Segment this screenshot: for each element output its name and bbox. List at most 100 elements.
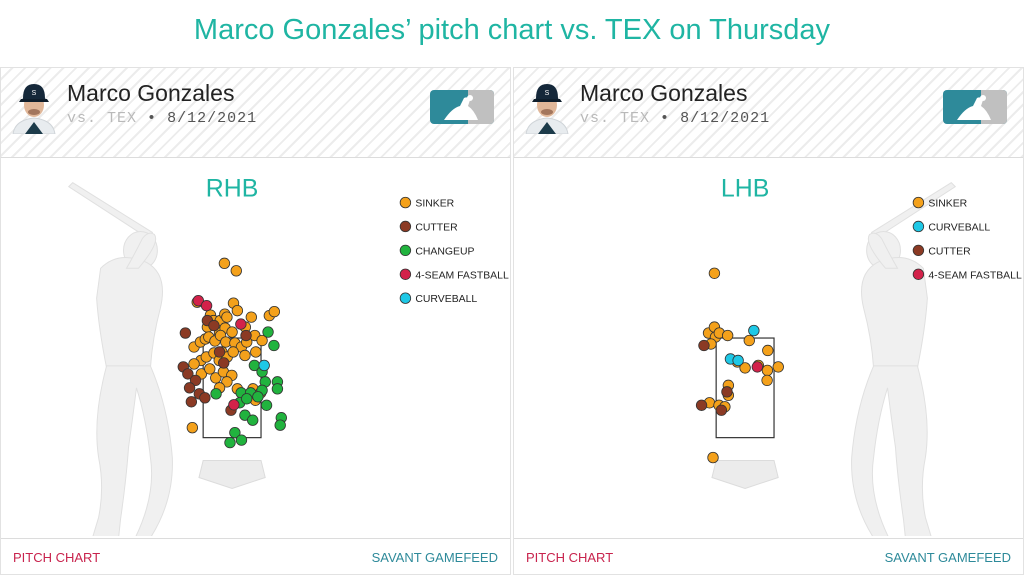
pitch-point <box>751 361 764 373</box>
legend-swatch <box>399 292 412 304</box>
mlb-logo-icon <box>943 90 1007 124</box>
pitch-point <box>192 295 205 307</box>
pitch-point <box>210 388 222 400</box>
pitch-point <box>186 422 199 434</box>
legend-label: SINKER <box>928 199 967 210</box>
mlb-logo-icon <box>430 90 494 124</box>
pitch-point <box>199 392 211 404</box>
pitch-point <box>240 329 252 342</box>
legend-label: CUTTER <box>415 222 458 233</box>
pitch-point <box>762 344 774 357</box>
pitch-point <box>231 304 244 317</box>
pitch-point <box>218 257 231 270</box>
pitch-point <box>228 399 240 411</box>
pitch-point <box>230 265 242 277</box>
panel-footer: PITCH CHART SAVANT GAMEFEED <box>514 538 1023 574</box>
pitch-point <box>721 386 733 398</box>
home-plate <box>198 460 266 489</box>
pitch-point <box>268 305 281 318</box>
legend-label: CURVEBALL <box>928 222 990 233</box>
player-headshot: S <box>12 84 56 134</box>
game-date: 8/12/2021 <box>167 110 258 127</box>
separator: • <box>660 110 671 127</box>
legend-label: 4-SEAM FASTBALL <box>928 270 1022 281</box>
pitch-point <box>748 324 760 337</box>
batter-silhouette <box>67 182 173 536</box>
pitch-point <box>268 339 280 352</box>
pitch-point <box>732 354 744 367</box>
pitch-point <box>204 363 216 375</box>
pitch-point <box>213 346 226 358</box>
savant-gamefeed-link[interactable]: SAVANT GAMEFEED <box>371 550 498 565</box>
svg-text:S: S <box>545 90 550 97</box>
legend-swatch <box>912 196 925 209</box>
pitch-point <box>235 318 247 330</box>
pitch-point <box>260 399 273 411</box>
legend-swatch <box>399 196 412 209</box>
legend-label: CURVEBALL <box>415 294 477 305</box>
game-info: vs. TEX • 8/12/2021 <box>67 110 257 127</box>
panel-header: S Marco Gonzales vs. TEX • 8/12/2021 <box>1 68 510 158</box>
legend-swatch <box>912 220 925 233</box>
pitch-point <box>200 299 213 312</box>
game-info: vs. TEX • 8/12/2021 <box>580 110 770 127</box>
pitch-point <box>772 361 784 373</box>
pitch-point <box>183 382 196 394</box>
panel-footer: PITCH CHART SAVANT GAMEFEED <box>1 538 510 574</box>
legend-swatch <box>912 244 925 257</box>
legend-label: CHANGEUP <box>415 246 474 257</box>
pitch-point <box>229 426 241 439</box>
pitch-chart-link[interactable]: PITCH CHART <box>13 550 101 565</box>
legend: SINKER CURVEBALL CUTTER 4-SEAM FASTBALL <box>912 196 1022 281</box>
player-headshot: S <box>525 84 569 134</box>
legend-label: CUTTER <box>928 246 971 257</box>
pitch-chart: RHB SINKER CUTTER CHANGEUP 4-SEAM FASTBALL CU… <box>67 175 509 536</box>
pitch-point <box>227 346 239 358</box>
batter-silhouette <box>851 182 957 536</box>
pitch-chart-panel-rhb: S Marco Gonzales vs. TEX • 8/12/2021 RHB… <box>0 67 511 575</box>
pitch-point <box>182 368 194 380</box>
pitch-point <box>208 319 220 332</box>
pitch-chart-panel-lhb: S Marco Gonzales vs. TEX • 8/12/2021 LHB… <box>513 67 1024 575</box>
batter-side-label: LHB <box>721 175 769 203</box>
pitch-point <box>721 329 734 342</box>
pitch-point <box>247 414 259 426</box>
page-title: Marco Gonzales’ pitch chart vs. TEX on T… <box>193 14 831 46</box>
pitch-point <box>235 434 248 446</box>
legend-swatch <box>912 268 925 280</box>
pitch-point <box>695 399 708 411</box>
pitcher-name: Marco Gonzales <box>580 80 748 106</box>
pitch-point <box>262 326 274 338</box>
pitch-point <box>218 357 230 369</box>
pitch-point <box>245 311 257 323</box>
pitch-chart-link[interactable]: PITCH CHART <box>526 550 614 565</box>
svg-text:S: S <box>32 90 37 97</box>
pitch-point <box>221 311 233 323</box>
pitch-point <box>271 383 284 395</box>
home-plate <box>711 460 779 489</box>
pitch-point <box>256 334 268 347</box>
pitch-point <box>188 358 200 370</box>
pitch-point <box>179 327 192 339</box>
pitch-point <box>739 362 751 374</box>
opponent: vs. TEX <box>67 110 138 127</box>
pitch-point <box>761 374 773 387</box>
pitch-point <box>715 404 728 416</box>
pitcher-name: Marco Gonzales <box>67 80 235 106</box>
legend-swatch <box>399 244 412 257</box>
pitch-point <box>210 372 222 384</box>
pitch-point <box>274 419 286 431</box>
savant-gamefeed-link[interactable]: SAVANT GAMEFEED <box>884 550 1011 565</box>
pitch-point <box>252 391 264 403</box>
pitch-point <box>239 349 251 362</box>
legend-swatch <box>399 220 412 233</box>
legend-label: SINKER <box>415 199 454 210</box>
separator: • <box>147 110 158 127</box>
pitch-point <box>226 326 238 338</box>
pitch-point <box>250 346 262 358</box>
pitch-chart: LHB SINKER CURVEBALL CUTTER 4-SEAM FASTBALL <box>695 175 1022 536</box>
pitch-point <box>743 334 755 347</box>
legend-swatch <box>399 268 412 280</box>
legend: SINKER CUTTER CHANGEUP 4-SEAM FASTBALL CURVE… <box>399 196 509 305</box>
legend-label: 4-SEAM FASTBALL <box>415 270 509 281</box>
